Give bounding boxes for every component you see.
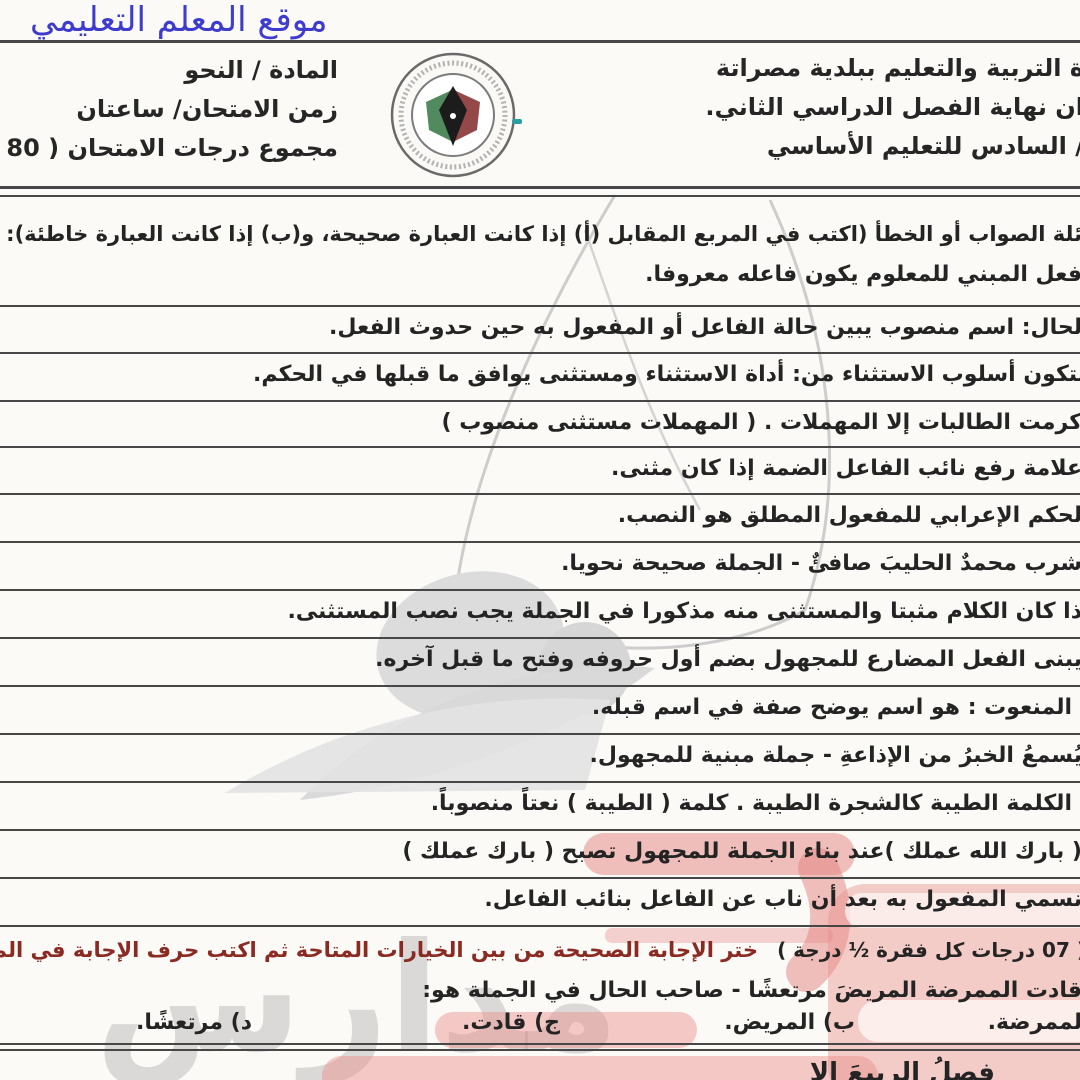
double-border-top xyxy=(0,1043,1080,1045)
row-border xyxy=(0,352,1080,354)
row-border xyxy=(0,685,1080,687)
row-border xyxy=(0,781,1080,783)
section1-top-border xyxy=(0,195,1080,197)
row-border xyxy=(0,877,1080,879)
statement-row: المنعوت : هو اسم يوضح صفة في اسم قبله. xyxy=(591,695,1072,720)
option-b: ب) المريض. xyxy=(724,1010,855,1035)
site-banner-title: موقع المعلم التعليمي xyxy=(30,0,328,40)
statement-row: يتكون أسلوب الاستثناء من: أداة الاستثناء… xyxy=(253,362,1080,387)
row-border xyxy=(0,400,1080,402)
blue-pen-mark xyxy=(512,119,522,124)
row-border xyxy=(0,541,1080,543)
row-border xyxy=(0,925,1080,927)
section2-score: ( 07 درجات كل فقرة ½ درجة ) xyxy=(777,938,1080,962)
section1-instruction: ئلة الصواب أو الخطأ (اكتب في المربع المق… xyxy=(0,222,1080,246)
statement-row: لحال: اسم منصوب يبين حالة الفاعل أو المف… xyxy=(329,315,1080,340)
header-total-marks-line: مجموع درجات الامتحان ( 80 xyxy=(6,134,338,162)
header-top-border xyxy=(0,40,1080,43)
header-school-line-2: ان نهاية الفصل الدراسي الثاني. xyxy=(705,93,1080,121)
statement-row: ( بارك الله عملك )عند بناء الجملة للمجهو… xyxy=(402,839,1080,864)
statement-row: شرب محمدٌ الحليبَ صافئٌ - الجملة صحيحة ن… xyxy=(561,551,1080,576)
statement-row: نسمي المفعول به بعد أن ناب عن الفاعل بنا… xyxy=(484,887,1080,912)
header-school-line-3: / السادس للتعليم الأساسي xyxy=(766,132,1080,160)
statement-row: ذا كان الكلام مثبتا والمستثنى منه مذكورا… xyxy=(287,599,1080,624)
statement-row: لحكم الإعرابي للمفعول المطلق هو النصب. xyxy=(617,503,1080,528)
section2-question: قادت الممرضة المريضَ مرتعشًا - صاحب الحا… xyxy=(422,978,1080,1003)
row-border xyxy=(0,829,1080,831)
statement-row: الكلمة الطيبة كالشجرة الطيبة . كلمة ( ال… xyxy=(430,791,1072,816)
header-subject-line: المادة / النحو xyxy=(184,56,338,84)
row-border xyxy=(0,305,1080,307)
header-time-line: زمن الامتحان/ ساعتان xyxy=(76,95,338,123)
row-border xyxy=(0,637,1080,639)
statement-row: يُسمعُ الخبرُ من الإذاعةِ - جملة مبنية ل… xyxy=(589,743,1080,768)
school-seal-logo xyxy=(390,52,516,178)
section1-first-statement: فعل المبني للمعلوم يكون فاعله معروفا. xyxy=(645,262,1080,287)
double-border-bottom xyxy=(0,1049,1080,1051)
header-bottom-border xyxy=(0,186,1080,189)
option-a: لممرضة. xyxy=(987,1010,1080,1035)
option-c: ج) قادت. xyxy=(462,1010,560,1035)
partial-next-question: فصلُ الربيعَ الا xyxy=(809,1058,995,1080)
header-school-line-1: ة التربية والتعليم ببلدية مصراتة xyxy=(715,54,1080,82)
statement-row: علامة رفع نائب الفاعل الضمة إذا كان مثنى… xyxy=(610,456,1080,481)
row-border xyxy=(0,493,1080,495)
row-border xyxy=(0,589,1080,591)
row-border xyxy=(0,733,1080,735)
row-border xyxy=(0,446,1080,448)
gray-watermark-text: مدارس xyxy=(95,912,620,1080)
option-d: د) مرتعشًا. xyxy=(136,1010,252,1035)
section2-instruction: ختر الإجابة الصحيحة من بين الخيارات المت… xyxy=(0,938,758,962)
statement-row: يبنى الفعل المضارع للمجهول بضم أول حروفه… xyxy=(375,647,1080,672)
statement-row: كرمت الطالبات إلا المهملات . ( المهملات … xyxy=(441,410,1080,435)
